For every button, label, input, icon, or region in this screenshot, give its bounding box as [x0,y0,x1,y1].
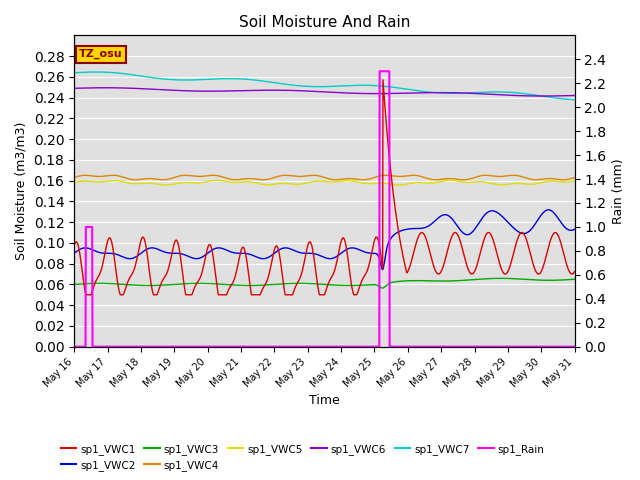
X-axis label: Time: Time [309,395,340,408]
Legend: sp1_VWC1, sp1_VWC2, sp1_VWC3, sp1_VWC4, sp1_VWC5, sp1_VWC6, sp1_VWC7, sp1_Rain: sp1_VWC1, sp1_VWC2, sp1_VWC3, sp1_VWC4, … [56,439,549,475]
Text: TZ_osu: TZ_osu [79,49,123,60]
Y-axis label: Rain (mm): Rain (mm) [612,158,625,224]
Title: Soil Moisture And Rain: Soil Moisture And Rain [239,15,410,30]
Y-axis label: Soil Moisture (m3/m3): Soil Moisture (m3/m3) [15,122,28,260]
